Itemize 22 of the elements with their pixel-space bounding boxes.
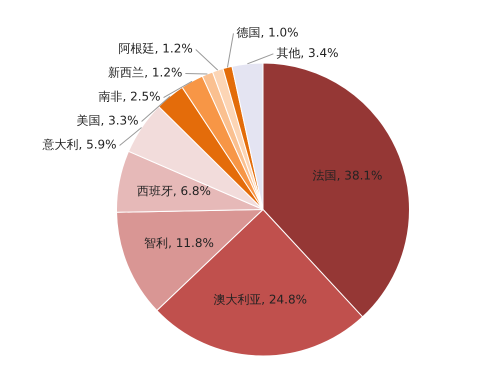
data-label: , 1.0% bbox=[260, 26, 299, 40]
data-label: , 3.4% bbox=[300, 46, 339, 60]
slice-label: 法国 bbox=[312, 168, 337, 182]
slice-label: 德国 bbox=[236, 26, 260, 40]
slice-label: 阿根廷 bbox=[118, 42, 155, 56]
data-label: , 1.2% bbox=[144, 66, 182, 80]
slice-label: 智利 bbox=[144, 236, 168, 250]
slice-label: 西班牙 bbox=[136, 184, 173, 198]
data-label: , 5.9% bbox=[78, 138, 117, 152]
slice-label: 澳大利亚 bbox=[213, 292, 262, 306]
slice-label: 其他 bbox=[276, 46, 300, 60]
slice-label: 新西兰 bbox=[108, 66, 144, 80]
data-label: , 1.2% bbox=[154, 42, 193, 56]
slice-label: 美国 bbox=[76, 114, 100, 128]
data-label: , 2.5% bbox=[122, 90, 161, 104]
data-label: , 24.8% bbox=[261, 292, 308, 306]
data-label: , 3.3% bbox=[100, 114, 139, 128]
slice-label: 意大利 bbox=[41, 138, 78, 152]
data-label: , 6.8% bbox=[172, 184, 211, 198]
data-label: , 38.1% bbox=[336, 168, 382, 182]
data-label: , 11.8% bbox=[168, 236, 214, 250]
slice-label: 南非 bbox=[98, 90, 122, 104]
